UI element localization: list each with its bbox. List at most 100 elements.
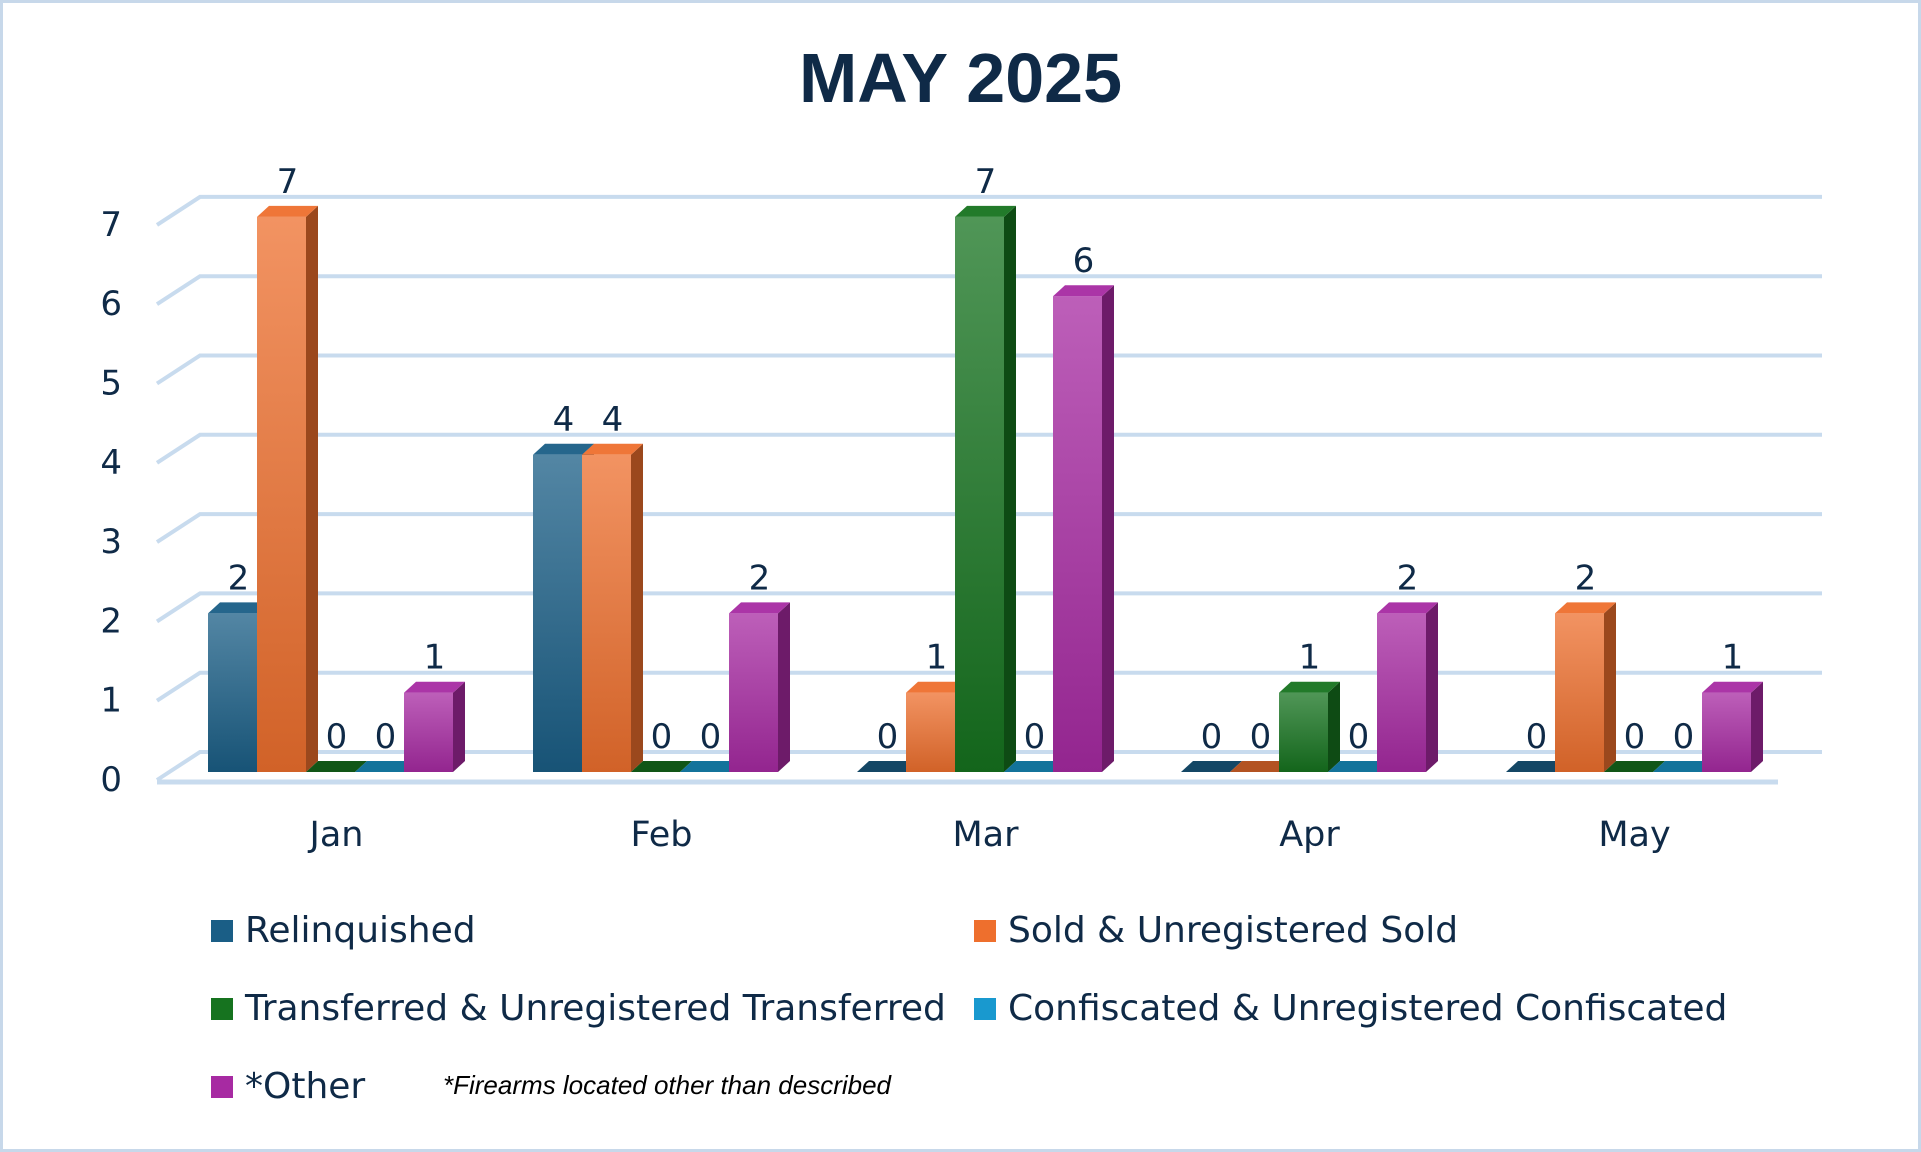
bar-top xyxy=(582,443,643,455)
bar-top xyxy=(680,761,741,772)
y-tick-label: 2 xyxy=(100,601,122,641)
data-label: 4 xyxy=(602,400,624,440)
data-label: 0 xyxy=(1624,717,1646,757)
bar-top xyxy=(1181,761,1242,772)
footnote: *Firearms located other than described xyxy=(443,1070,892,1100)
bar-top xyxy=(306,761,367,772)
legend-item-confiscated: Confiscated & Unregistered Confiscated xyxy=(974,988,1727,1029)
data-label: 4 xyxy=(553,400,575,440)
data-label: 0 xyxy=(1024,717,1046,757)
bar-jan-series-4 xyxy=(355,761,416,772)
legend-label: Confiscated & Unregistered Confiscated xyxy=(1008,988,1728,1029)
bar-apr-series-3 xyxy=(1279,681,1340,772)
legend-swatch xyxy=(974,919,996,942)
bar-front xyxy=(955,216,1004,772)
bar-top xyxy=(1555,602,1616,614)
bar-top xyxy=(1506,761,1567,772)
legend-label: Sold & Unregistered Sold xyxy=(1008,910,1459,951)
bar-apr-series-4 xyxy=(1328,761,1389,772)
bar-top xyxy=(1279,681,1340,693)
bar-side xyxy=(1426,602,1438,772)
legend-item-transferred: Transferred & Unregistered Transferred xyxy=(211,988,946,1029)
bar-front xyxy=(533,454,582,772)
legend-item-other: *Other xyxy=(211,1066,365,1107)
data-label: 0 xyxy=(700,717,722,757)
legend-swatch xyxy=(211,1075,233,1098)
data-label: 2 xyxy=(1397,558,1419,598)
bar-top xyxy=(1702,681,1763,693)
x-category-label: May xyxy=(1598,815,1670,855)
data-label: 6 xyxy=(1073,241,1095,281)
bar-may-series-5 xyxy=(1702,681,1763,772)
bar-top xyxy=(729,602,790,614)
bar-jan-series-2 xyxy=(257,205,318,772)
gridline xyxy=(155,432,1822,465)
bar-feb-series-2 xyxy=(582,443,643,772)
bar-may-series-1 xyxy=(1506,761,1567,772)
bar-side xyxy=(306,205,318,772)
bar-top xyxy=(1004,761,1065,772)
bar-front xyxy=(257,216,306,772)
bar-front xyxy=(582,454,631,772)
y-tick-label: 1 xyxy=(100,681,122,721)
bar-mar-series-5 xyxy=(1053,285,1114,772)
bar-mar-series-4 xyxy=(1004,761,1065,772)
bar-front xyxy=(1053,296,1102,772)
y-tick-label: 3 xyxy=(100,522,122,562)
data-label: 7 xyxy=(975,162,997,202)
gridline xyxy=(155,512,1822,544)
bar-apr-series-1 xyxy=(1181,761,1242,772)
data-label: 2 xyxy=(749,558,771,598)
bar-may-series-2 xyxy=(1555,602,1616,772)
data-label: 0 xyxy=(1250,717,1272,757)
bar-top xyxy=(955,205,1016,217)
bar-top xyxy=(257,205,318,217)
x-category-label: Apr xyxy=(1279,815,1340,855)
legend-swatch xyxy=(211,997,233,1020)
bar-top xyxy=(906,681,967,693)
bar-side xyxy=(631,443,643,772)
x-category-label: Feb xyxy=(631,815,693,855)
data-label: 1 xyxy=(1722,638,1744,678)
bar-top xyxy=(1653,761,1714,772)
x-category-label: Mar xyxy=(952,815,1019,855)
bar-mar-series-3 xyxy=(955,205,1016,772)
legend-swatch xyxy=(974,997,996,1020)
bar-side xyxy=(1328,681,1340,772)
y-tick-label: 7 xyxy=(100,205,122,245)
x-category-label: Jan xyxy=(308,815,364,855)
bar-front xyxy=(1555,613,1604,772)
chart-title: MAY 2025 xyxy=(798,39,1123,117)
legend-item-sold: Sold & Unregistered Sold xyxy=(974,910,1458,951)
bar-jan-series-3 xyxy=(306,761,367,772)
bar-front xyxy=(208,613,257,772)
bar-front xyxy=(404,692,453,772)
bar-top xyxy=(1377,602,1438,614)
data-label: 1 xyxy=(424,638,446,678)
data-label: 2 xyxy=(228,558,250,598)
bar-front xyxy=(1377,613,1426,772)
data-label: 0 xyxy=(877,717,899,757)
bar-side xyxy=(1751,681,1763,772)
data-label: 0 xyxy=(1673,717,1695,757)
bar-side xyxy=(1604,602,1616,772)
y-tick-label: 0 xyxy=(100,760,122,800)
bar-top xyxy=(1328,761,1389,772)
bar-mar-series-1 xyxy=(857,761,918,772)
data-label: 0 xyxy=(1348,717,1370,757)
bar-top xyxy=(533,443,594,455)
bar-top xyxy=(1053,285,1114,297)
bar-side xyxy=(778,602,790,772)
bar-may-series-3 xyxy=(1604,761,1665,772)
bar-feb-series-4 xyxy=(680,761,741,772)
bar-front xyxy=(1279,692,1328,772)
data-label: 2 xyxy=(1575,558,1597,598)
bar-front xyxy=(729,613,778,772)
gridline xyxy=(155,591,1822,624)
bar-apr-series-5 xyxy=(1377,602,1438,772)
bar-apr-series-2 xyxy=(1230,761,1291,772)
data-label: 0 xyxy=(1201,717,1223,757)
gridline xyxy=(155,194,1822,227)
bar-top xyxy=(208,602,269,614)
data-label: 7 xyxy=(277,162,299,202)
